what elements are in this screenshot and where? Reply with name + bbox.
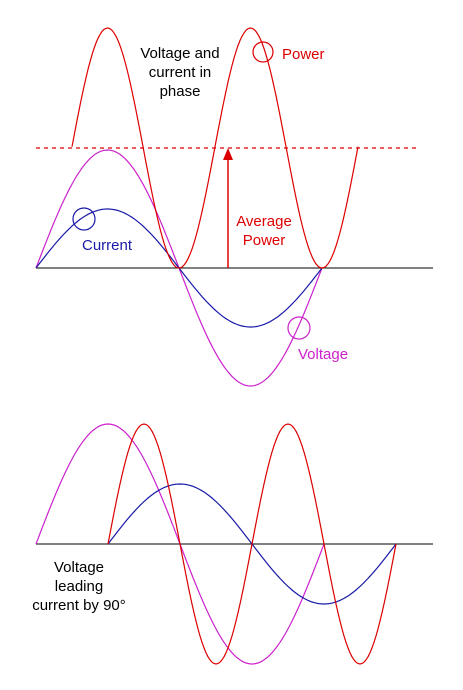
caption-line-1: Voltage	[54, 559, 104, 576]
power-marker-circle	[252, 41, 274, 63]
caption-line-2: leading	[55, 578, 103, 595]
current-marker-circle	[72, 207, 96, 231]
average-power-label-line-2: Power	[243, 232, 286, 249]
current-label: Current	[82, 237, 133, 254]
average-power-label-line-1: Average	[236, 213, 292, 230]
title-line-3: phase	[160, 83, 201, 100]
voltage-leading-panel: Voltage leading current by 90°	[32, 423, 433, 665]
title-line-2: current in	[149, 64, 212, 81]
power-curve-in-phase	[71, 27, 359, 269]
in-phase-panel: Voltage and current in phase Power Avera…	[35, 27, 433, 387]
power-curve-leading	[107, 423, 397, 665]
voltage-label: Voltage	[298, 346, 348, 363]
average-power-arrowhead	[223, 148, 233, 160]
power-label: Power	[282, 46, 325, 63]
voltage-marker-circle	[287, 316, 311, 340]
title-line-1: Voltage and	[140, 45, 219, 62]
caption-line-3: current by 90°	[32, 597, 126, 614]
